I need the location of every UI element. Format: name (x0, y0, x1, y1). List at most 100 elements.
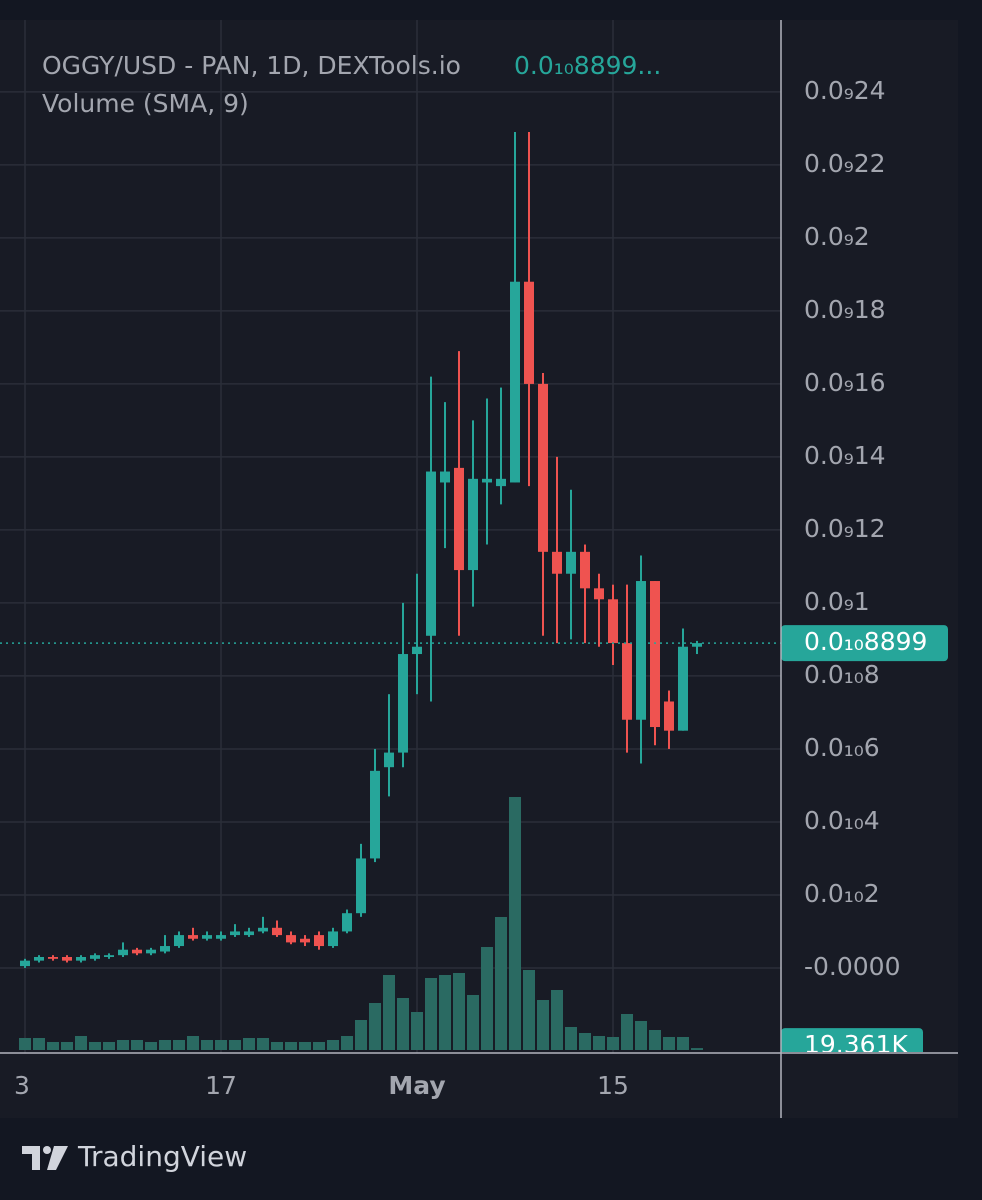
candle-body (468, 478, 478, 571)
volume-bar (327, 1040, 339, 1050)
volume-label: 19.361K (804, 1030, 908, 1059)
volume-bar (383, 975, 395, 1050)
candle-body (384, 752, 394, 768)
candle-body (636, 581, 646, 720)
volume-bar (607, 1037, 619, 1050)
candle-body (482, 478, 492, 483)
volume-bar (201, 1040, 213, 1050)
candle-body (174, 935, 184, 947)
volume-label-group: 19.361K (781, 1028, 923, 1059)
candle-body (538, 383, 548, 552)
x-tick-label: 3 (14, 1071, 30, 1100)
volume-bar (19, 1038, 31, 1050)
candle-body (426, 471, 436, 636)
volume-bar (243, 1038, 255, 1050)
candle-body (76, 957, 86, 961)
candle-body (160, 946, 170, 952)
volume-bar (495, 917, 507, 1050)
volume-bar (117, 1040, 129, 1050)
candle-body (608, 599, 618, 644)
volume-bar (173, 1040, 185, 1050)
candle-body (580, 551, 590, 589)
y-tick-label: 0.0₉2 (804, 222, 870, 251)
y-tick-label: 0.0₁₀6 (804, 733, 880, 762)
volume-bar (369, 1003, 381, 1050)
volume-bar (75, 1036, 87, 1050)
x-tick-label: May (388, 1071, 445, 1100)
candle-body (104, 955, 114, 958)
volume-bar (523, 970, 535, 1050)
candle-body (230, 931, 240, 936)
candle-body (188, 935, 198, 939)
y-tick-label: 0.0₉16 (804, 368, 886, 397)
candle-body (216, 935, 226, 939)
volume-bar (439, 975, 451, 1050)
volume-bar (187, 1036, 199, 1050)
candle-body (650, 581, 660, 728)
candle-body (342, 913, 352, 932)
candle-body (524, 281, 534, 384)
candle-body (62, 957, 72, 961)
volume-title: Volume (SMA, 9) (42, 89, 249, 118)
volume-bar (61, 1042, 73, 1050)
volume-bar (257, 1038, 269, 1050)
price-label: 0.0₁₀8899 (804, 627, 927, 656)
volume-bar (33, 1038, 45, 1050)
candle-body (412, 646, 422, 655)
volume-bar (397, 998, 409, 1050)
y-tick-label: 0.0₁₀2 (804, 879, 880, 908)
candle-body (328, 931, 338, 947)
title-price: 0.0₁₀8899... (514, 51, 661, 80)
volume-bar (271, 1042, 283, 1050)
x-tick-label: 17 (205, 1071, 237, 1100)
candle-body (594, 588, 604, 600)
candle-body (398, 654, 408, 753)
volume-label-box (781, 1028, 923, 1052)
candle-body (314, 935, 324, 947)
candle-body (692, 643, 702, 647)
candle-layer (0, 132, 781, 968)
volume-bar (89, 1042, 101, 1050)
brand: TradingView (77, 1140, 247, 1173)
y-tick-label: -0.0000 (804, 952, 901, 981)
x-tick-label: 15 (597, 1071, 629, 1100)
volume-bar (481, 947, 493, 1050)
volume-bar (47, 1042, 59, 1050)
candle-body (300, 938, 310, 943)
candle-body (118, 949, 128, 956)
y-tick-label: 0.0₁₀8 (804, 660, 880, 689)
candle-body (454, 467, 464, 571)
volume-bar (537, 1000, 549, 1050)
candle-body (34, 957, 44, 961)
volume-bar (355, 1020, 367, 1050)
candle-body (258, 927, 268, 932)
y-tick-label: 0.0₁₀4 (804, 806, 880, 835)
candle-body (20, 960, 30, 967)
volume-bar (103, 1042, 115, 1050)
candle-body (90, 955, 100, 959)
volume-bar (677, 1037, 689, 1050)
y-tick-label: 0.0₉14 (804, 441, 886, 470)
volume-bar (299, 1042, 311, 1050)
y-tick-label: 0.0₉12 (804, 514, 886, 543)
y-tick-label: 0.0₉22 (804, 149, 886, 178)
candle-body (622, 643, 632, 720)
volume-bar (425, 978, 437, 1050)
volume-bar (215, 1040, 227, 1050)
candle-body (566, 551, 576, 574)
volume-bar (649, 1030, 661, 1050)
candle-body (286, 935, 296, 943)
candle-body (370, 770, 380, 859)
volume-bar (663, 1037, 675, 1050)
candle-body (552, 551, 562, 574)
candle-body (272, 927, 282, 936)
volume-bar (467, 995, 479, 1050)
volume-layer (19, 797, 703, 1050)
volume-bar (145, 1042, 157, 1050)
volume-bar (285, 1042, 297, 1050)
volume-bar (453, 973, 465, 1050)
chart-panel (0, 20, 958, 1118)
y-tick-label: 0.0₉24 (804, 76, 886, 105)
volume-bar (411, 1012, 423, 1050)
volume-bar (593, 1036, 605, 1050)
